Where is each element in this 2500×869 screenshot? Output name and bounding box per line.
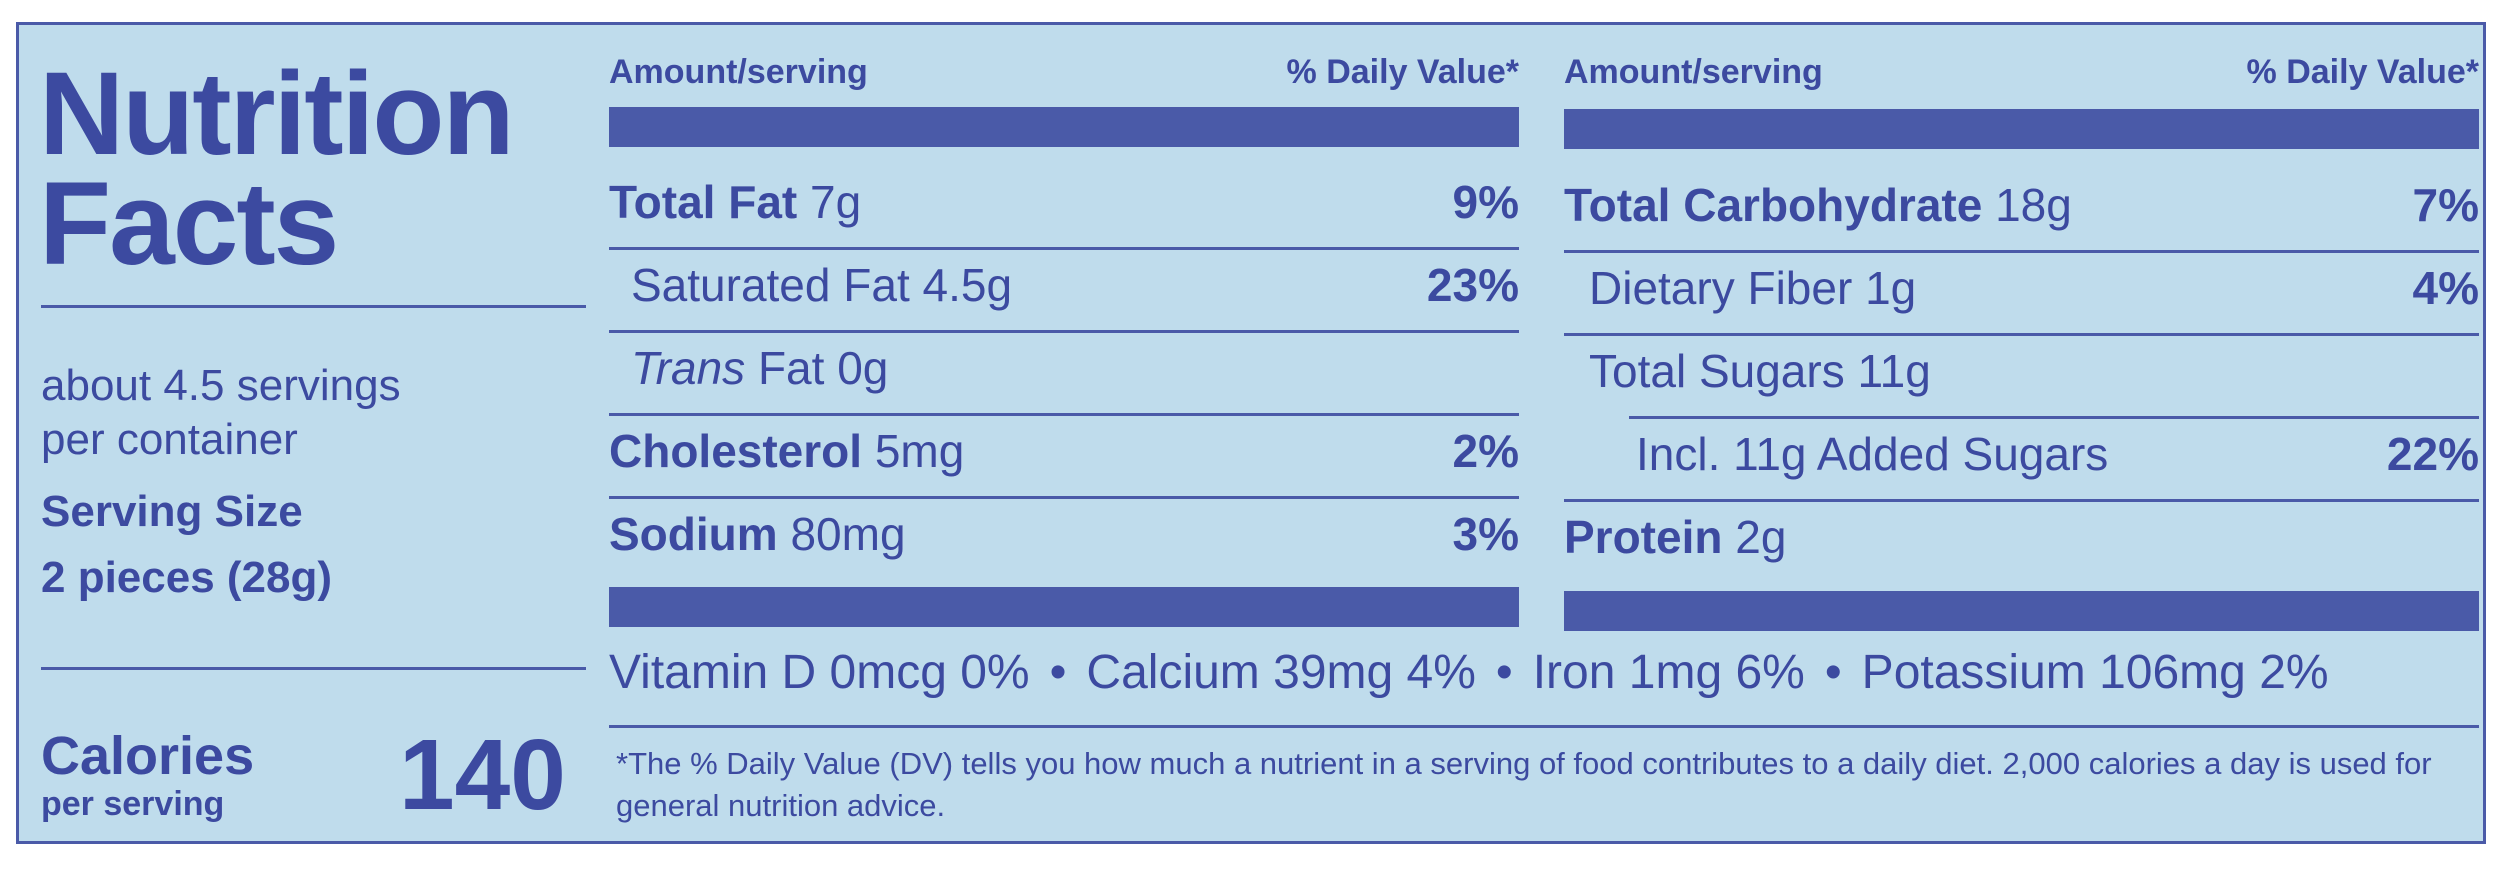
vitamins-line: Vitamin D 0mcg 0% • Calcium 39mg 4% • Iron 1… xyxy=(609,645,2329,700)
vitamin-d: Vitamin D 0mcg 0% xyxy=(609,646,1030,699)
bullet-separator: • xyxy=(1049,646,1067,699)
nutrient-name: Fat xyxy=(757,342,825,394)
nutrient-row-total-sugars: Total Sugars 11g xyxy=(1589,344,1931,398)
nutrient-row-total-carbohydrate: Total Carbohydrate 18g xyxy=(1564,178,2072,232)
nutrient-amount: 11g xyxy=(1857,345,1931,397)
row-divider xyxy=(1564,333,2479,336)
nutrient-amount: 7g xyxy=(810,176,862,228)
nutrient-row-added-sugars: Incl. 11g Added Sugars xyxy=(1636,427,2108,481)
row-divider xyxy=(1564,250,2479,253)
nutrient-row-sodium: Sodium 80mg xyxy=(609,507,906,561)
right-header-bar xyxy=(1564,109,2479,149)
row-divider xyxy=(1564,499,2479,502)
title-line-1: Nutrition xyxy=(39,48,515,180)
dv-sodium: 3% xyxy=(1452,508,1519,560)
calories-sub: per serving xyxy=(41,785,225,823)
nutrient-amount: 18g xyxy=(1995,179,2072,231)
row-divider xyxy=(609,496,1519,499)
dv-cholesterol: 2% xyxy=(1452,425,1519,477)
nutrient-row-protein: Protein 2g xyxy=(1564,510,1786,564)
calories-value: 140 xyxy=(399,719,566,831)
nutrient-amount: 1g xyxy=(1865,262,1917,314)
row-divider xyxy=(609,330,1519,333)
bullet-separator: • xyxy=(1495,646,1513,699)
nutrient-amount: 5mg xyxy=(874,425,965,477)
row-divider xyxy=(609,413,1519,416)
dv-total-fat: 9% xyxy=(1452,176,1519,228)
left-divider-2 xyxy=(41,667,586,670)
iron: Iron 1mg 6% xyxy=(1532,646,1805,699)
daily-value-footnote: *The % Daily Value (DV) tells you how mu… xyxy=(616,746,2432,823)
nutrient-row-saturated-fat: Saturated Fat 4.5g xyxy=(631,258,1012,312)
nutrient-name: Total Sugars xyxy=(1589,345,1845,397)
nutrient-row-total-fat: Total Fat 7g xyxy=(609,175,861,229)
right-header-dv: % Daily Value* xyxy=(2246,53,2479,91)
nutrition-facts-panel: Nutrition Facts about 4.5 servings per c… xyxy=(16,22,2486,844)
nutrient-amount: 2g xyxy=(1735,511,1787,563)
nutrient-row-dietary-fiber: Dietary Fiber 1g xyxy=(1589,261,1916,315)
left-divider-1 xyxy=(41,305,586,308)
nutrient-name: Protein xyxy=(1564,511,1723,563)
serving-size-label: Serving Size xyxy=(41,487,303,536)
nutrient-name-italic: Trans xyxy=(631,342,746,394)
nutrient-amount: 0g xyxy=(837,342,889,394)
nutrient-name: Incl. 11g Added Sugars xyxy=(1636,428,2109,480)
row-divider xyxy=(1629,416,2479,419)
row-divider xyxy=(609,247,1519,250)
nutrient-amount: 80mg xyxy=(790,508,906,560)
potassium: Potassium 106mg 2% xyxy=(1861,646,2329,699)
bullet-separator: • xyxy=(1824,646,1842,699)
left-header-amount: Amount/serving xyxy=(609,53,868,91)
servings-line-1: about 4.5 servings xyxy=(41,361,401,410)
nutrient-row-trans-fat: Trans Fat 0g xyxy=(631,341,888,395)
nutrient-row-cholesterol: Cholesterol 5mg xyxy=(609,424,964,478)
title-line-2: Facts xyxy=(39,158,339,290)
servings-line-2: per container xyxy=(41,415,298,464)
nutrient-name: Sodium xyxy=(609,508,778,560)
vitamins-divider xyxy=(609,725,2479,728)
nutrient-amount: 4.5g xyxy=(922,259,1013,311)
dv-saturated-fat: 23% xyxy=(1426,259,1519,311)
calories-label: Calories xyxy=(41,726,255,786)
left-header-dv: % Daily Value* xyxy=(1286,53,1519,91)
dv-added-sugars: 22% xyxy=(2386,428,2479,480)
dv-total-carbohydrate: 7% xyxy=(2412,179,2479,231)
nutrient-name: Total Fat xyxy=(609,176,798,228)
nutrient-name: Dietary Fiber xyxy=(1589,262,1853,314)
calcium: Calcium 39mg 4% xyxy=(1086,646,1476,699)
right-footer-bar xyxy=(1564,591,2479,631)
right-header-amount: Amount/serving xyxy=(1564,53,1823,91)
left-footer-bar xyxy=(609,587,1519,627)
nutrient-name: Total Carbohydrate xyxy=(1564,179,1983,231)
nutrient-name: Saturated Fat xyxy=(631,259,910,311)
serving-size-value: 2 pieces (28g) xyxy=(41,553,333,602)
nutrient-name: Cholesterol xyxy=(609,425,863,477)
dv-dietary-fiber: 4% xyxy=(2412,262,2479,314)
left-header-bar xyxy=(609,107,1519,147)
